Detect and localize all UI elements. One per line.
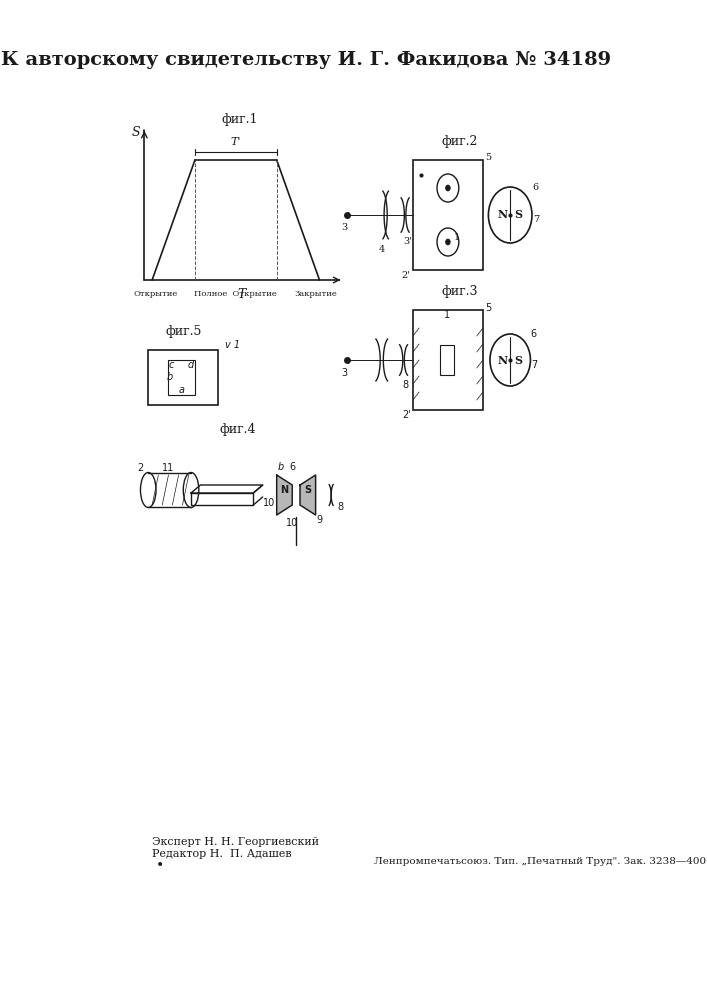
Text: 7: 7 [533,216,539,225]
Polygon shape [300,475,315,515]
Text: S: S [304,485,311,495]
Text: фиг.5: фиг.5 [165,326,201,338]
Text: К авторскому свидетельству И. Г. Факидова № 34189: К авторскому свидетельству И. Г. Факидов… [1,51,612,69]
Bar [191,493,253,505]
Bar [168,360,195,395]
Text: b: b [277,462,284,472]
Text: 1: 1 [444,310,450,320]
Text: 6: 6 [289,462,296,472]
Text: v 1: v 1 [225,340,240,350]
Text: d: d [188,360,194,370]
Text: 10: 10 [286,518,298,528]
Text: 3: 3 [341,223,348,232]
Text: 2': 2' [402,410,411,420]
Text: Полное  Открытие: Полное Открытие [194,290,277,298]
Text: 5: 5 [485,153,491,162]
Text: 3: 3 [341,368,347,378]
Text: 7: 7 [531,360,537,370]
Bar [148,350,218,405]
Text: N: N [497,210,508,221]
Text: 10: 10 [263,498,275,508]
Polygon shape [276,475,292,515]
Text: Эксперт Н. Н. Георгиевский
Редактор Н.  П. Адашев: Эксперт Н. Н. Георгиевский Редактор Н. П… [152,837,320,859]
Text: b: b [167,372,173,382]
Text: 9: 9 [317,515,322,525]
Text: фиг.4: фиг.4 [219,424,256,436]
Text: •: • [156,858,164,872]
Text: a: a [178,385,185,395]
Text: фиг.1: фиг.1 [221,113,258,126]
Text: S: S [514,355,522,365]
Text: 6: 6 [530,329,537,339]
Text: Т: Т [238,288,246,300]
Text: N: N [281,485,288,495]
Text: 1: 1 [453,232,460,241]
Text: Открытие: Открытие [134,290,178,298]
Circle shape [445,239,450,245]
Text: S: S [514,210,522,221]
Text: Т': Т' [230,137,241,147]
Bar [413,160,483,270]
Text: Закрытие: Закрытие [294,290,337,298]
Text: 2: 2 [137,463,144,473]
Text: 6: 6 [532,182,538,192]
Text: фиг.3: фиг.3 [441,286,478,298]
Text: 4: 4 [379,245,385,254]
Text: 8: 8 [402,380,408,390]
Text: S: S [132,125,141,138]
Circle shape [445,185,450,191]
Text: 3': 3' [403,237,412,246]
Text: 11: 11 [162,463,174,473]
Text: 2': 2' [402,270,411,279]
Bar [440,345,454,375]
Text: Ленпромпечатьсоюз. Тип. „Печатный Труд". Зак. 3238—400: Ленпромпечатьсоюз. Тип. „Печатный Труд".… [374,857,706,866]
Text: 8: 8 [337,502,344,512]
Text: c: c [169,360,175,370]
Text: 5: 5 [485,303,491,313]
Text: N: N [497,355,508,365]
Text: фиг.2: фиг.2 [441,135,478,148]
Bar [413,310,483,410]
